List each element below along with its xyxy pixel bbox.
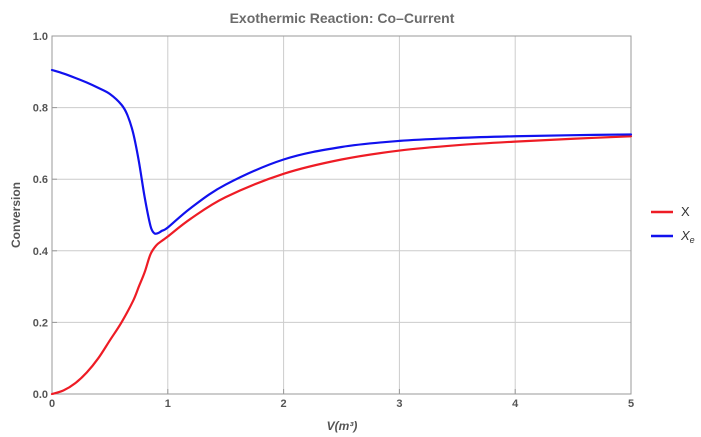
- x-axis-label: V(m³): [327, 419, 358, 433]
- plot-frame: [51, 35, 632, 395]
- y-tick-label: 0.2: [33, 317, 48, 329]
- y-tick-label: 0.8: [33, 103, 48, 115]
- legend: X Xe: [651, 204, 695, 245]
- x-tick-label: 0: [49, 398, 55, 410]
- y-tick-label: 0.4: [33, 246, 49, 258]
- legend-label-xe-sub: e: [690, 235, 695, 245]
- y-tick-label: 0.6: [33, 174, 48, 186]
- legend-label-xe: Xe: [680, 228, 695, 245]
- x-tick-label: 4: [512, 398, 519, 410]
- x-ticks: 0 1 2 3 4 5: [49, 389, 634, 410]
- x-tick-label: 2: [281, 398, 287, 410]
- x-tick-label: 1: [165, 398, 171, 410]
- series-line-xe: [50, 68, 633, 235]
- y-axis-label: Conversion: [9, 182, 23, 248]
- grid: [51, 35, 632, 395]
- legend-label-x: X: [681, 204, 690, 219]
- chart-title: Exothermic Reaction: Co–Current: [230, 10, 455, 26]
- y-tick-label: 0.0: [33, 389, 48, 401]
- y-ticks: 0.0 0.2 0.4 0.6 0.8 1.0: [33, 31, 57, 401]
- legend-label-xe-base: X: [680, 228, 691, 243]
- x-tick-label: 5: [628, 398, 634, 410]
- series-lines: [50, 68, 633, 396]
- y-tick-label: 1.0: [33, 31, 48, 43]
- series-line-x: [50, 135, 633, 396]
- x-tick-label: 3: [396, 398, 402, 410]
